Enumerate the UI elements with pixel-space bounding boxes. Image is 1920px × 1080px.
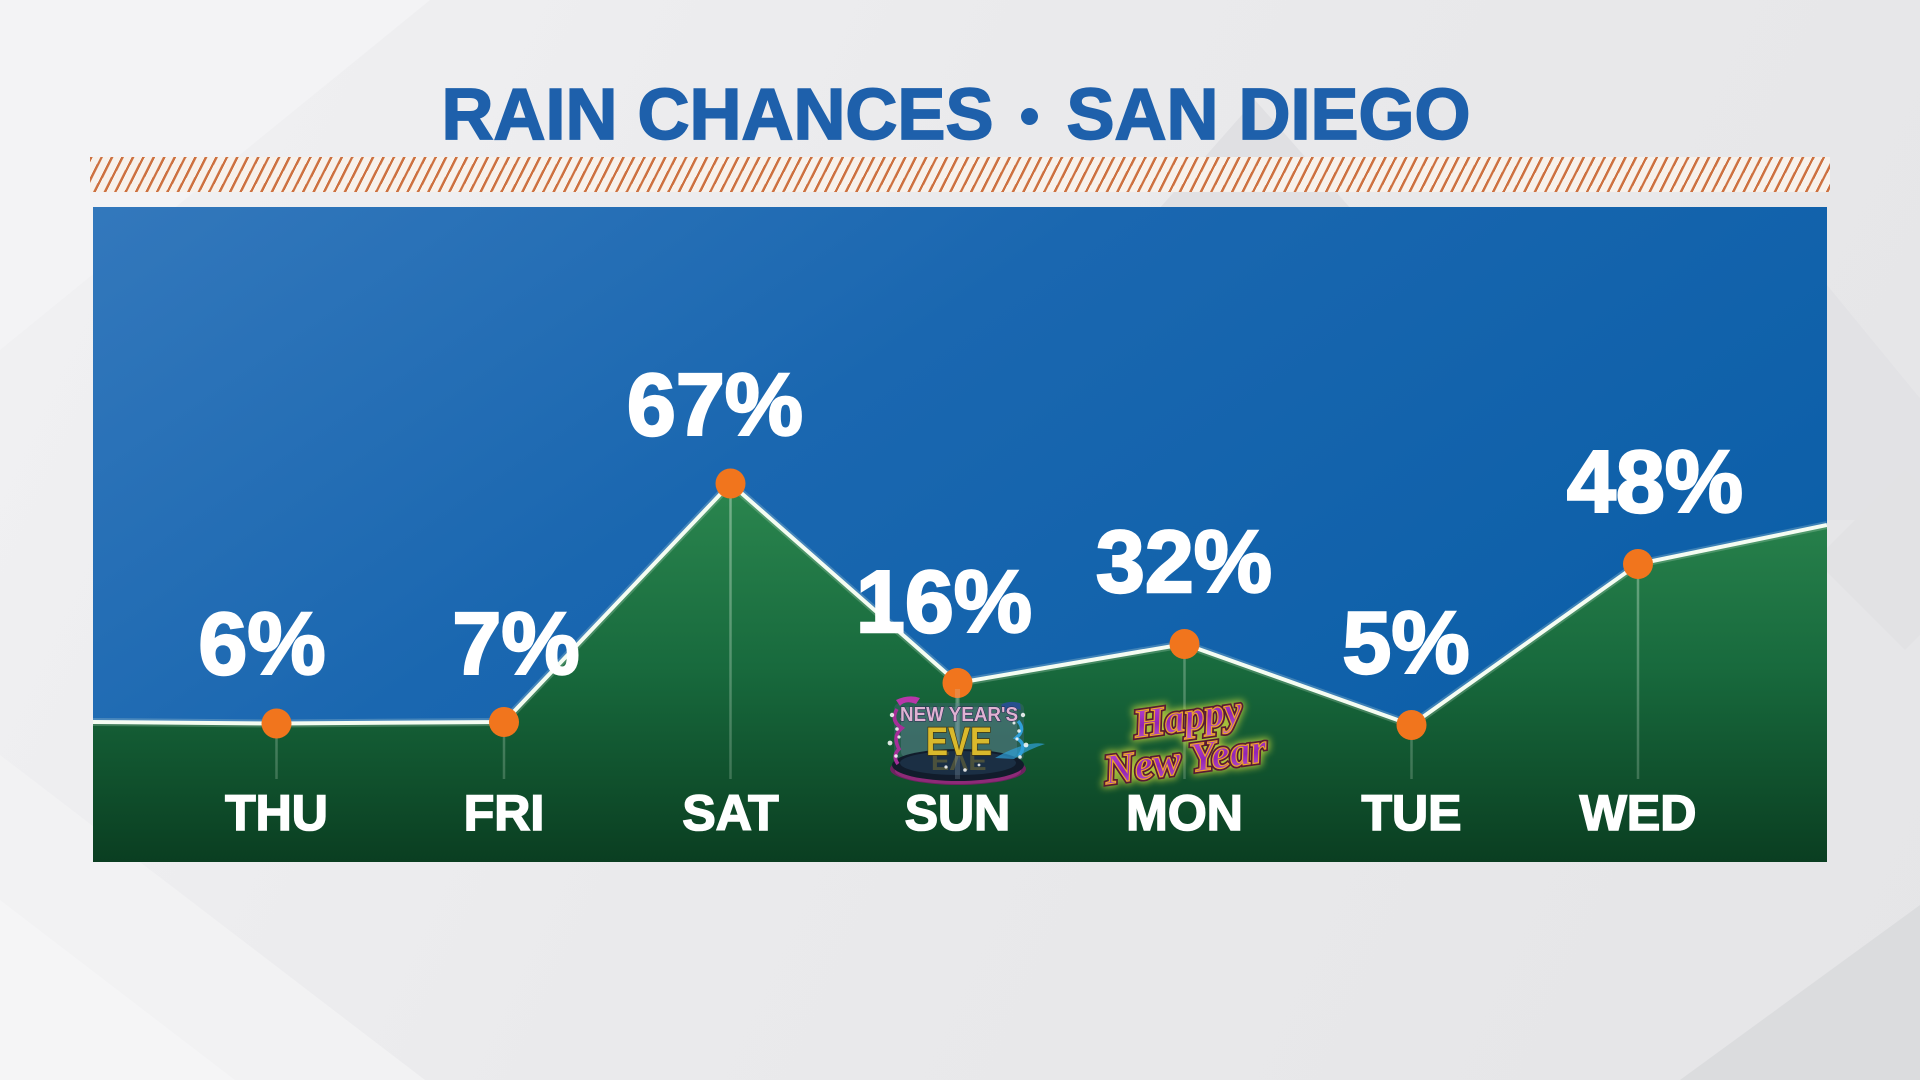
svg-text:32%: 32% [1096, 512, 1272, 611]
svg-text:EVE: EVE [926, 720, 992, 764]
svg-text:EVE: EVE [931, 746, 987, 776]
svg-text:MON: MON [1126, 785, 1243, 841]
svg-text:48%: 48% [1567, 432, 1743, 531]
svg-text:SAT: SAT [682, 785, 778, 841]
svg-text:SUN: SUN [905, 785, 1011, 841]
svg-text:NEW YEAR'S: NEW YEAR'S [900, 704, 1018, 726]
svg-text:WED: WED [1580, 785, 1697, 841]
svg-text:TUE: TUE [1362, 785, 1462, 841]
svg-text:67%: 67% [627, 355, 803, 454]
svg-text:5%: 5% [1342, 593, 1469, 692]
svg-text:THU: THU [225, 785, 328, 841]
svg-text:16%: 16% [856, 552, 1032, 651]
svg-text:FRI: FRI [464, 785, 545, 841]
svg-text:6%: 6% [198, 594, 325, 693]
svg-text:7%: 7% [452, 594, 579, 693]
